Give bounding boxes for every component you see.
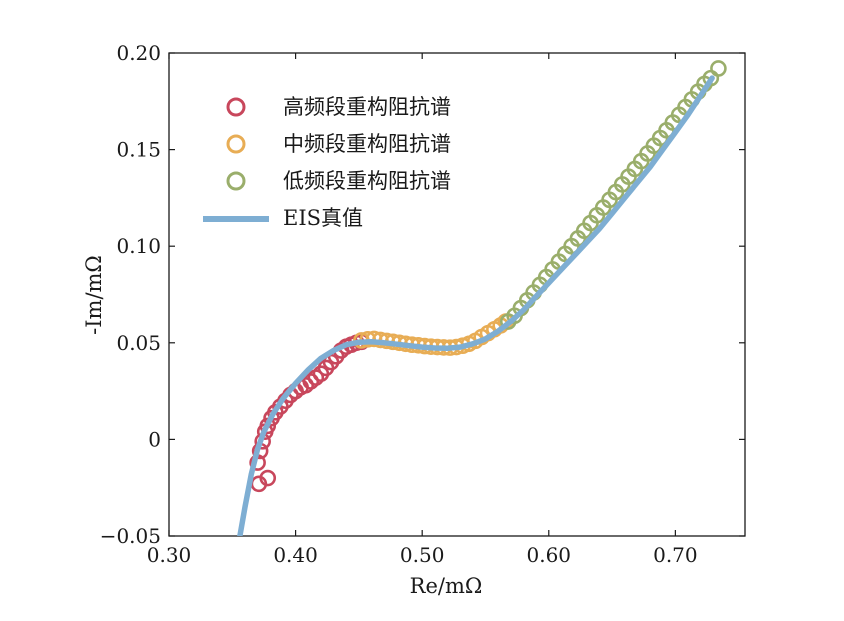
legend-marker-swatch [226,134,246,154]
y-tick-label: 0.20 [116,41,161,65]
legend-marker-swatch [226,97,246,117]
y-tick-label: −0.05 [100,524,161,548]
x-tick-label: 0.50 [400,543,445,567]
axis-tick-labels: 0.30 0.40 0.50 0.60 0.70 −0.05 0 0.05 0.10 0.15 0.… [100,41,698,567]
y-tick-label: 0.05 [116,331,161,355]
axis-ticks [168,52,745,537]
y-tick-label: 0.15 [116,138,161,162]
x-axis-label: Re/mΩ [410,574,483,598]
data-point [259,469,277,487]
data-layer [237,60,727,536]
legend-marker-swatch [226,171,246,191]
legend-label: 低频段重构阻抗谱 [283,169,451,193]
x-tick-label: 0.30 [147,543,192,567]
x-tick-label: 0.60 [527,543,572,567]
legend-label: EIS真值 [283,206,363,230]
plot-frame [168,52,746,537]
x-tick-label: 0.40 [273,543,318,567]
eis-true-line [237,75,715,536]
y-tick-label: 0 [148,427,161,451]
y-axis-label: -Im/mΩ [82,255,106,335]
legend-label: 中频段重构阻抗谱 [283,132,451,156]
x-tick-label: 0.70 [653,543,698,567]
legend-label: 高频段重构阻抗谱 [283,95,451,119]
series-3-markers [499,60,727,330]
data-point [710,60,727,77]
y-tick-label: 0.10 [116,234,161,258]
series-1-markers [249,333,370,493]
